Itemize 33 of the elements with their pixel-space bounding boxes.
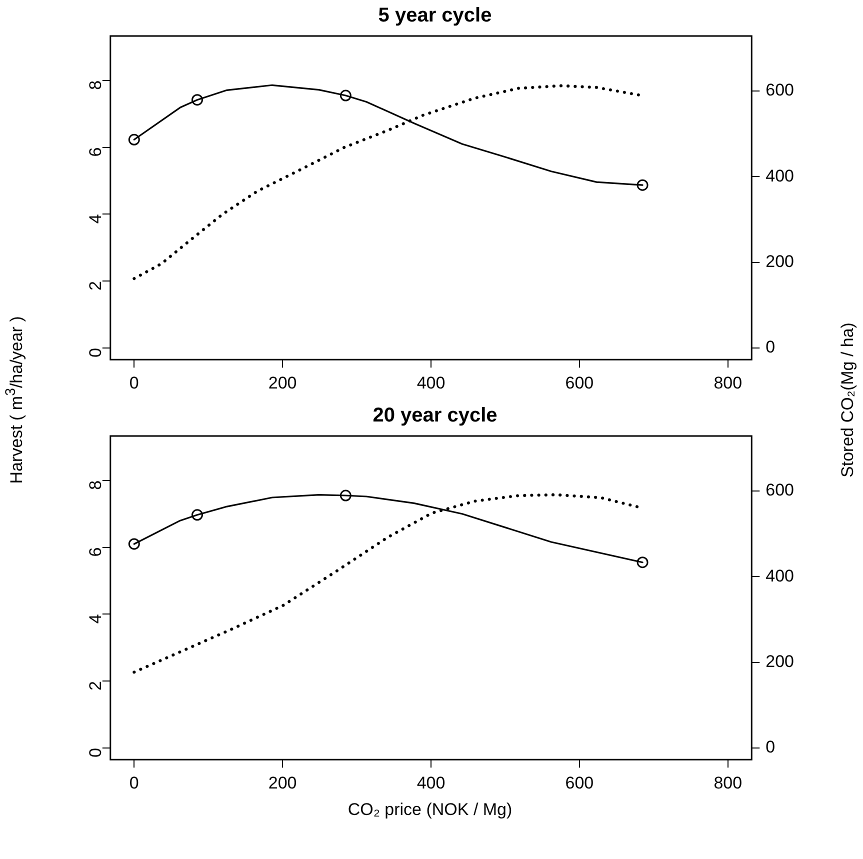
y2-tick-label: 200 <box>766 252 794 271</box>
x-tick-label: 800 <box>714 373 742 392</box>
x-tick-label: 200 <box>268 773 297 792</box>
x-tick-label: 600 <box>565 773 594 792</box>
y-tick-label: 2 <box>86 281 106 291</box>
chart-title: 5 year cycle <box>378 4 492 27</box>
y2-tick-label: 200 <box>766 652 794 671</box>
x-tick-label: 0 <box>129 773 139 792</box>
x-tick-label: 800 <box>714 773 742 792</box>
y-tick-label: 8 <box>86 80 106 90</box>
line-series <box>132 493 640 674</box>
x-tick-label: 200 <box>268 373 297 392</box>
x-tick-label: 0 <box>129 373 139 392</box>
y2-tick-label: 600 <box>766 80 794 100</box>
y2-tick-label: 0 <box>766 738 776 757</box>
x-axis-title: CO₂ price (NOK / Mg) <box>346 800 514 820</box>
y-tick-label: 6 <box>86 547 106 557</box>
y-tick-label: 0 <box>86 348 106 358</box>
x-tick-label: 600 <box>565 373 594 392</box>
y-tick-label: 0 <box>86 748 106 758</box>
y-tick-label: 2 <box>86 681 106 691</box>
x-tick-label: 400 <box>416 773 446 792</box>
x-tick-label: 400 <box>416 373 446 392</box>
y2-axis-title: Stored CO₂(Mg / ha) <box>838 322 858 478</box>
y-tick-label: 8 <box>86 480 106 490</box>
y2-tick-label: 400 <box>766 566 794 586</box>
y-tick-label: 4 <box>86 214 106 224</box>
y-tick-label: 4 <box>86 614 106 624</box>
y2-tick-label: 0 <box>766 338 776 357</box>
y2-tick-label: 400 <box>766 166 794 186</box>
y-tick-label: 6 <box>86 147 106 157</box>
chart-title: 20 year cycle <box>372 404 498 427</box>
y2-tick-label: 600 <box>766 480 794 500</box>
